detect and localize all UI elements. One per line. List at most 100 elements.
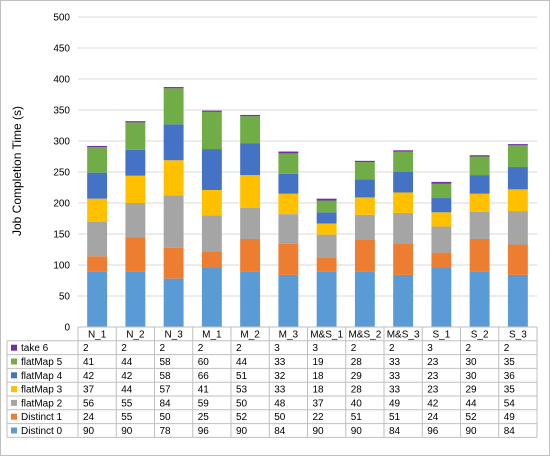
bar-segment	[393, 212, 414, 244]
x-tick-label: N_1	[88, 329, 107, 340]
table-cell-value: 59	[198, 398, 210, 409]
table-cell-value: 49	[389, 398, 401, 409]
bar-segment	[125, 203, 146, 238]
bar-segment	[87, 147, 108, 173]
bar-segment	[87, 221, 108, 257]
table-cell-value: 58	[160, 357, 172, 368]
bar-segment	[278, 193, 299, 215]
bar-segment	[240, 271, 261, 327]
bar-segment	[278, 153, 299, 174]
bar-segment	[278, 274, 299, 327]
bar-segment	[469, 175, 490, 194]
bar-segment	[431, 198, 452, 213]
table-cell-value: 58	[160, 371, 172, 382]
bar-segment	[507, 145, 528, 168]
bar-segment	[354, 239, 375, 272]
bar-segment	[240, 114, 261, 117]
table-cell-value: 54	[504, 398, 516, 409]
x-tick-label: S_3	[509, 329, 527, 340]
table-cell-value: 55	[121, 398, 133, 409]
bar-segment	[163, 87, 184, 89]
table-cell-value: 23	[427, 385, 439, 396]
bar-segment	[278, 243, 299, 275]
bar-segment	[201, 111, 222, 150]
table-cell-value: 52	[236, 412, 248, 423]
table-cell-value: 2	[389, 343, 395, 354]
x-tick-label: M_2	[240, 329, 260, 340]
table-cell-value: 35	[504, 385, 516, 396]
table-cell-value: 28	[351, 385, 363, 396]
table-cell-value: 23	[427, 357, 439, 368]
bar-segment	[125, 121, 146, 123]
bar-segment	[354, 197, 375, 215]
legend-label: flatMap 2	[21, 398, 63, 409]
bar-segment	[125, 149, 146, 176]
bar-segment	[393, 172, 414, 193]
table-cell-value: 19	[313, 357, 325, 368]
table-cell-value: 3	[313, 343, 319, 354]
bar-segment	[354, 179, 375, 198]
table-cell-value: 30	[466, 371, 478, 382]
legend-swatch	[11, 358, 17, 365]
y-axis-label: Job Completion Time (s)	[10, 106, 24, 236]
bar-segment	[507, 144, 528, 146]
table-cell-value: 29	[351, 371, 363, 382]
bar-segment	[431, 226, 452, 253]
bar-segment	[87, 198, 108, 222]
bar-segment	[278, 214, 299, 244]
table-cell-value: 41	[198, 385, 210, 396]
x-tick-label: M&S_2	[348, 329, 381, 340]
bar-segment	[163, 278, 184, 327]
bar-segment	[125, 175, 146, 203]
bar-segment	[354, 162, 375, 180]
table-cell-value: 53	[236, 385, 248, 396]
y-tick-label: 50	[59, 292, 71, 303]
bar-segment	[507, 274, 528, 327]
x-tick-label: M&S_3	[387, 329, 420, 340]
bar-segment	[87, 145, 108, 148]
bar-segment	[201, 189, 222, 216]
table-cell-value: 37	[313, 398, 325, 409]
y-tick-label: 250	[53, 168, 70, 179]
legend-swatch	[11, 399, 17, 406]
y-tick-label: 300	[53, 137, 70, 148]
y-tick-label: 100	[53, 261, 70, 272]
x-tick-label: N_2	[126, 329, 145, 340]
table-cell-value: 32	[274, 371, 286, 382]
table-cell-value: 90	[83, 426, 95, 437]
table-cell-value: 50	[274, 412, 286, 423]
table-cell-value: 51	[389, 412, 401, 423]
table-cell-value: 35	[504, 357, 516, 368]
x-tick-label: M_1	[202, 329, 222, 340]
bar-segment	[431, 181, 452, 184]
table-cell-value: 42	[427, 398, 439, 409]
bar-segment	[507, 211, 528, 245]
bar-segment	[163, 160, 184, 196]
bar-segment	[354, 214, 375, 240]
bar-segment	[87, 256, 108, 272]
table-cell-value: 2	[236, 343, 242, 354]
table-cell-value: 49	[504, 412, 516, 423]
legend-swatch	[11, 386, 17, 393]
table-cell-value: 33	[274, 385, 286, 396]
bar-segment	[431, 183, 452, 199]
table-cell-value: 90	[313, 426, 325, 437]
table-cell-value: 57	[160, 385, 172, 396]
table-cell-value: 90	[466, 426, 478, 437]
bar-segment	[201, 251, 222, 268]
table-cell-value: 2	[198, 343, 204, 354]
bar-segment	[240, 238, 261, 272]
bar-segment	[507, 244, 528, 275]
table-cell-value: 2	[466, 343, 472, 354]
table-cell-value: 41	[83, 357, 95, 368]
x-tick-label: M&S_1	[310, 329, 343, 340]
table-cell-value: 33	[389, 385, 401, 396]
bar-segment	[316, 234, 337, 258]
table-cell-value: 60	[198, 357, 210, 368]
table-cell-value: 2	[83, 343, 89, 354]
table-cell-value: 50	[160, 412, 172, 423]
legend-label: flatMap 3	[21, 385, 63, 396]
legend-label: flatMap 5	[21, 357, 63, 368]
bar-segment	[240, 143, 261, 176]
